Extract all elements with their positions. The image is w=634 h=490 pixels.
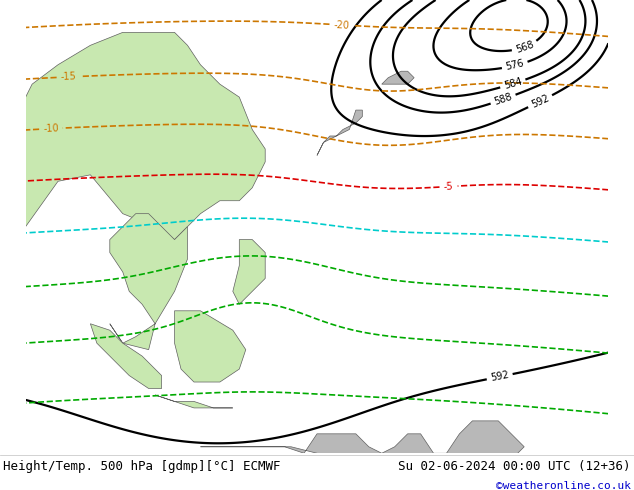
Text: ©weatheronline.co.uk: ©weatheronline.co.uk — [496, 481, 631, 490]
Polygon shape — [200, 421, 524, 473]
Polygon shape — [382, 71, 414, 84]
Polygon shape — [174, 311, 246, 382]
Text: 592: 592 — [489, 370, 510, 383]
Polygon shape — [110, 214, 188, 350]
Text: Su 02-06-2024 00:00 UTC (12+36): Su 02-06-2024 00:00 UTC (12+36) — [398, 460, 631, 473]
Text: 588: 588 — [493, 92, 514, 107]
Text: -20: -20 — [333, 20, 349, 30]
Text: -5: -5 — [443, 181, 454, 192]
Text: 592: 592 — [529, 93, 551, 110]
Text: Height/Temp. 500 hPa [gdmp][°C] ECMWF: Height/Temp. 500 hPa [gdmp][°C] ECMWF — [3, 460, 281, 473]
Text: -15: -15 — [60, 72, 77, 82]
Polygon shape — [91, 324, 162, 389]
Polygon shape — [233, 240, 265, 304]
Text: 576: 576 — [505, 59, 525, 73]
Text: -10: -10 — [43, 123, 59, 134]
Polygon shape — [19, 32, 265, 240]
Polygon shape — [317, 110, 362, 155]
Polygon shape — [155, 395, 233, 408]
Text: 584: 584 — [503, 76, 523, 91]
Text: 568: 568 — [514, 39, 535, 55]
